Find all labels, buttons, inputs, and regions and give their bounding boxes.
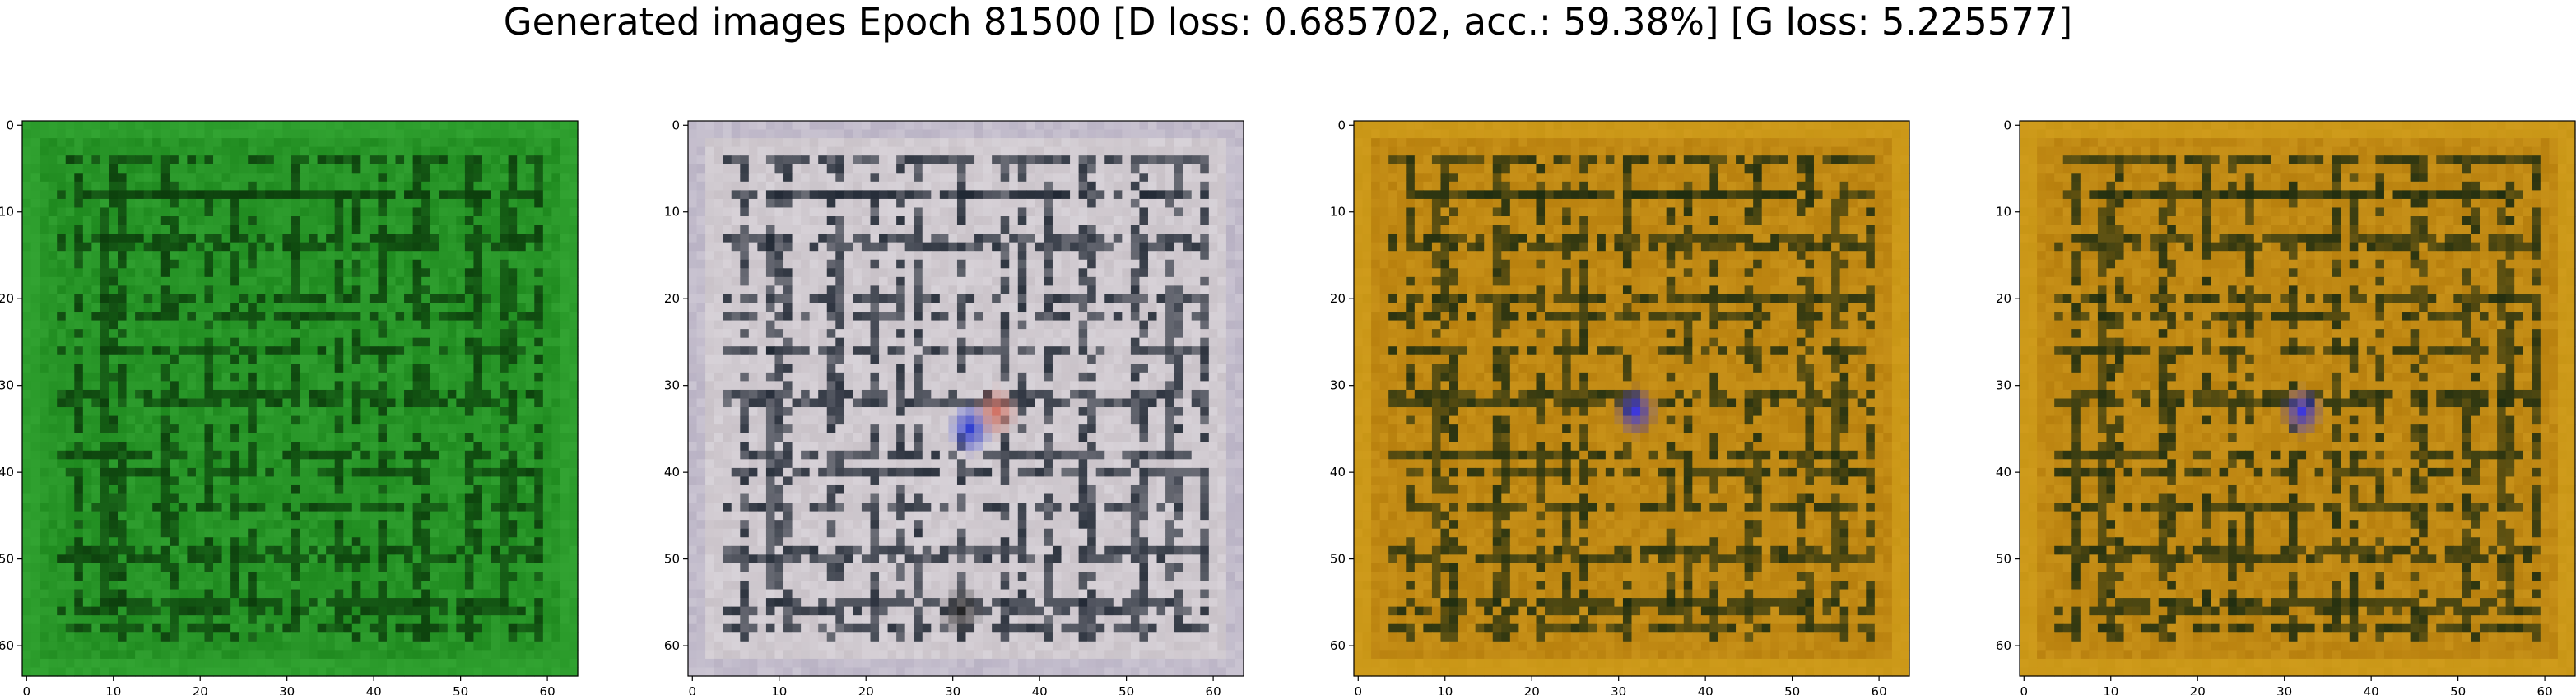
y-tick-label: 20 <box>1996 291 2011 306</box>
x-tick-label: 10 <box>771 684 787 695</box>
x-tick-label: 30 <box>279 684 295 695</box>
x-tick-label: 40 <box>1032 684 1048 695</box>
y-tick-label: 40 <box>664 465 680 480</box>
y-tick-label: 0 <box>2003 118 2011 132</box>
x-tick-label: 30 <box>2276 684 2292 695</box>
x-tick-label: 30 <box>945 684 960 695</box>
y-tick-label: 40 <box>1330 465 1346 480</box>
y-tick-label: 60 <box>0 638 14 653</box>
y-tick-label: 50 <box>1330 552 1346 567</box>
x-tick-label: 10 <box>105 684 121 695</box>
y-tick-label: 0 <box>672 118 680 132</box>
y-tick-label: 20 <box>0 291 14 306</box>
x-tick-label: 0 <box>689 684 697 695</box>
y-tick-label: 30 <box>0 378 14 393</box>
y-tick-label: 0 <box>6 118 14 132</box>
y-tick-label: 20 <box>664 291 680 306</box>
y-tick-label: 50 <box>0 552 14 567</box>
y-tick-label: 40 <box>1996 465 2011 480</box>
image-panel-1: 0 10 20 30 40 50 60 0 10 20 30 40 50 60 <box>0 118 579 695</box>
x-tick-label: 50 <box>1784 684 1800 695</box>
x-tick-label: 50 <box>453 684 468 695</box>
x-tick-label: 10 <box>2103 684 2118 695</box>
y-tick-label: 10 <box>1330 205 1346 220</box>
image-panel-3: 0 10 20 30 40 50 60 0 10 20 30 40 50 60 <box>1330 118 1910 695</box>
x-tick-label: 50 <box>2450 684 2466 695</box>
image-pixels <box>1354 121 1910 677</box>
y-tick-label: 30 <box>1330 378 1346 393</box>
figure-title: Generated images Epoch 81500 [D loss: 0.… <box>0 0 2576 44</box>
x-tick-label: 0 <box>23 684 31 695</box>
y-tick-label: 10 <box>664 205 680 220</box>
y-tick-label: 30 <box>664 378 680 393</box>
x-tick-label: 40 <box>366 684 382 695</box>
x-tick-label: 40 <box>1698 684 1713 695</box>
x-tick-label: 50 <box>1118 684 1134 695</box>
x-tick-label: 60 <box>540 684 556 695</box>
x-tick-label: 0 <box>1355 684 1363 695</box>
x-tick-label: 60 <box>1206 684 1221 695</box>
x-tick-label: 20 <box>193 684 208 695</box>
x-tick-label: 20 <box>858 684 874 695</box>
x-tick-label: 20 <box>1524 684 1540 695</box>
x-tick-label: 0 <box>2020 684 2029 695</box>
y-tick-label: 10 <box>1996 205 2011 220</box>
y-tick-label: 20 <box>1330 291 1346 306</box>
image-pixels <box>22 121 579 677</box>
image-panel-2: 0 10 20 30 40 50 60 0 10 20 30 40 50 60 <box>664 118 1244 695</box>
image-panel-4: 0 10 20 30 40 50 60 0 10 20 30 40 50 60 <box>1996 118 2576 695</box>
image-pixels <box>688 121 1244 677</box>
x-tick-label: 30 <box>1611 684 1626 695</box>
y-tick-label: 0 <box>1337 118 1346 132</box>
image-pixels <box>2020 121 2576 677</box>
y-tick-label: 50 <box>1996 552 2011 567</box>
y-tick-label: 30 <box>1996 378 2011 393</box>
y-tick-label: 60 <box>1996 638 2011 653</box>
x-tick-label: 40 <box>2364 684 2379 695</box>
y-tick-label: 50 <box>664 552 680 567</box>
x-tick-label: 20 <box>2190 684 2206 695</box>
y-tick-label: 40 <box>0 465 14 480</box>
y-tick-label: 10 <box>0 205 14 220</box>
x-tick-label: 60 <box>2537 684 2553 695</box>
y-tick-label: 60 <box>1330 638 1346 653</box>
x-tick-label: 10 <box>1437 684 1453 695</box>
y-tick-label: 60 <box>664 638 680 653</box>
x-tick-label: 60 <box>1872 684 1887 695</box>
